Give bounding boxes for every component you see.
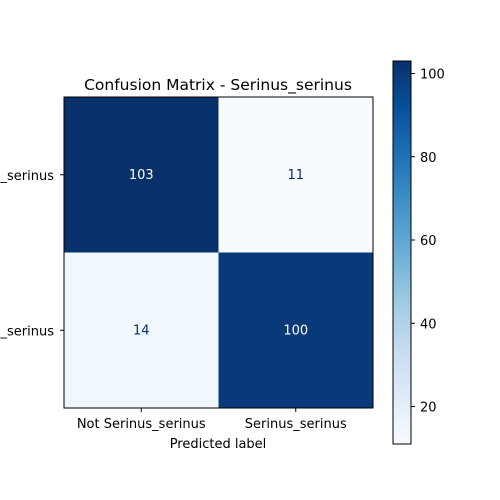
cell-value-label: 100: [283, 323, 308, 338]
matrix-cell: [218, 252, 373, 408]
colorbar-tick-label: 60: [420, 234, 437, 249]
x-tick-label: Not Serinus_serinus: [77, 417, 206, 432]
cell-value-label: 11: [287, 168, 304, 183]
chart-title: Confusion Matrix - Serinus_serinus: [84, 76, 352, 95]
y-tick-label: _serinus: [0, 169, 54, 184]
matrix-frame: [63, 96, 374, 409]
matrix-cell: [64, 97, 219, 253]
x-tick-label: Serinus_serinus: [245, 417, 347, 432]
cell-value-label: 103: [129, 168, 154, 183]
colorbar-tick-label: 20: [420, 401, 437, 416]
y-tick-label: _serinus: [0, 324, 54, 339]
colorbar-tick-label: 100: [420, 67, 445, 82]
colorbar-tick-label: 40: [420, 317, 437, 332]
colorbar: [392, 60, 412, 445]
cell-value-label: 14: [133, 323, 150, 338]
matrix-cell: [218, 97, 373, 253]
matrix-cell: [64, 252, 219, 408]
colorbar-tick-label: 80: [420, 151, 437, 166]
x-axis-label: Predicted label: [170, 437, 267, 452]
